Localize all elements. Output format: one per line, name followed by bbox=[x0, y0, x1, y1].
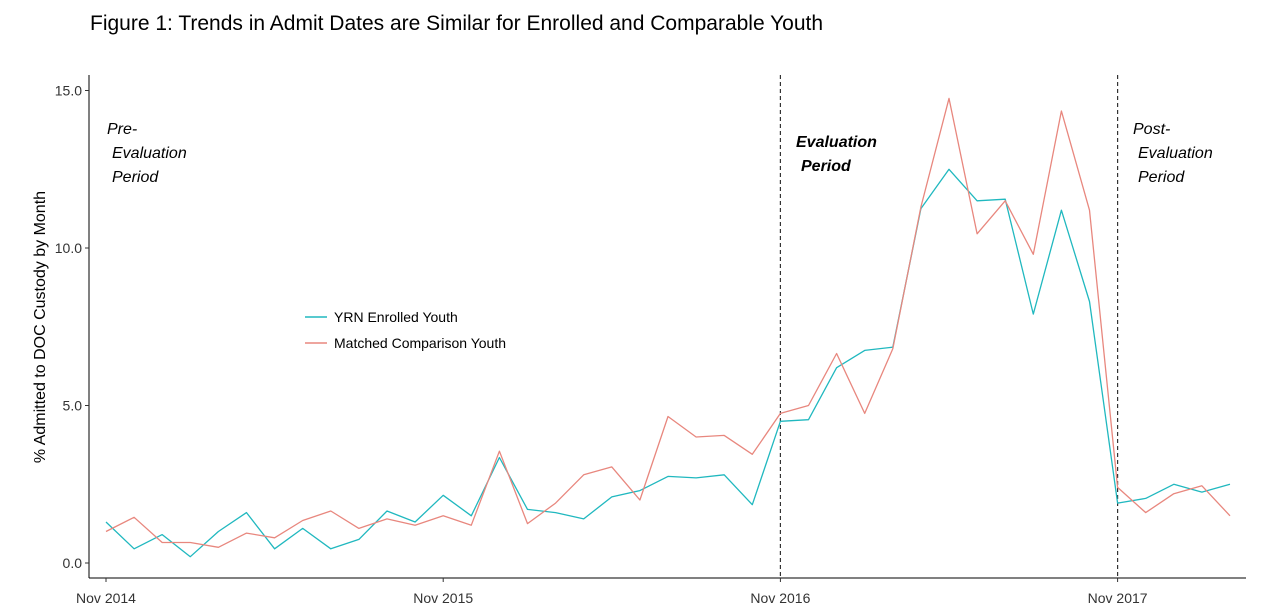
chart-title: Figure 1: Trends in Admit Dates are Simi… bbox=[90, 12, 824, 35]
x-tick-label: Nov 2016 bbox=[750, 590, 810, 606]
period-annotation: Pre- Evaluation Period bbox=[107, 121, 187, 186]
y-tick-label: 0.0 bbox=[63, 555, 83, 571]
period-annotation-line: Post- bbox=[1133, 121, 1170, 138]
y-tick-label: 5.0 bbox=[63, 398, 83, 414]
period-annotation-line: Evaluation bbox=[796, 134, 877, 151]
x-tick-label: Nov 2014 bbox=[76, 590, 136, 606]
legend: YRN Enrolled Youth Matched Comparison You… bbox=[305, 309, 506, 351]
series-line bbox=[105, 97, 1231, 548]
axes: 0.0 5.0 10.0 15.0 Nov 2014 Nov 2015 Nov 2016 No… bbox=[55, 75, 1246, 606]
period-annotation: Evaluation Period bbox=[796, 134, 877, 175]
x-tick-label: Nov 2017 bbox=[1088, 590, 1148, 606]
period-annotation-line: Period bbox=[112, 169, 159, 186]
legend-label: YRN Enrolled Youth bbox=[334, 309, 458, 325]
y-axis-title: % Admitted to DOC Custody by Month bbox=[32, 191, 49, 463]
period-annotation-line: Period bbox=[801, 158, 852, 175]
period-annotation-line: Evaluation bbox=[112, 145, 187, 162]
x-tick-label: Nov 2015 bbox=[413, 590, 473, 606]
legend-label: Matched Comparison Youth bbox=[334, 335, 506, 351]
data-series bbox=[105, 97, 1231, 558]
y-tick-label: 15.0 bbox=[55, 83, 82, 99]
period-annotation-line: Pre- bbox=[107, 121, 137, 138]
series-line bbox=[105, 168, 1231, 558]
period-annotation: Post- Evaluation Period bbox=[1133, 121, 1213, 186]
period-annotation-line: Evaluation bbox=[1138, 145, 1213, 162]
y-tick-label: 10.0 bbox=[55, 240, 82, 256]
period-annotation-line: Period bbox=[1138, 169, 1185, 186]
